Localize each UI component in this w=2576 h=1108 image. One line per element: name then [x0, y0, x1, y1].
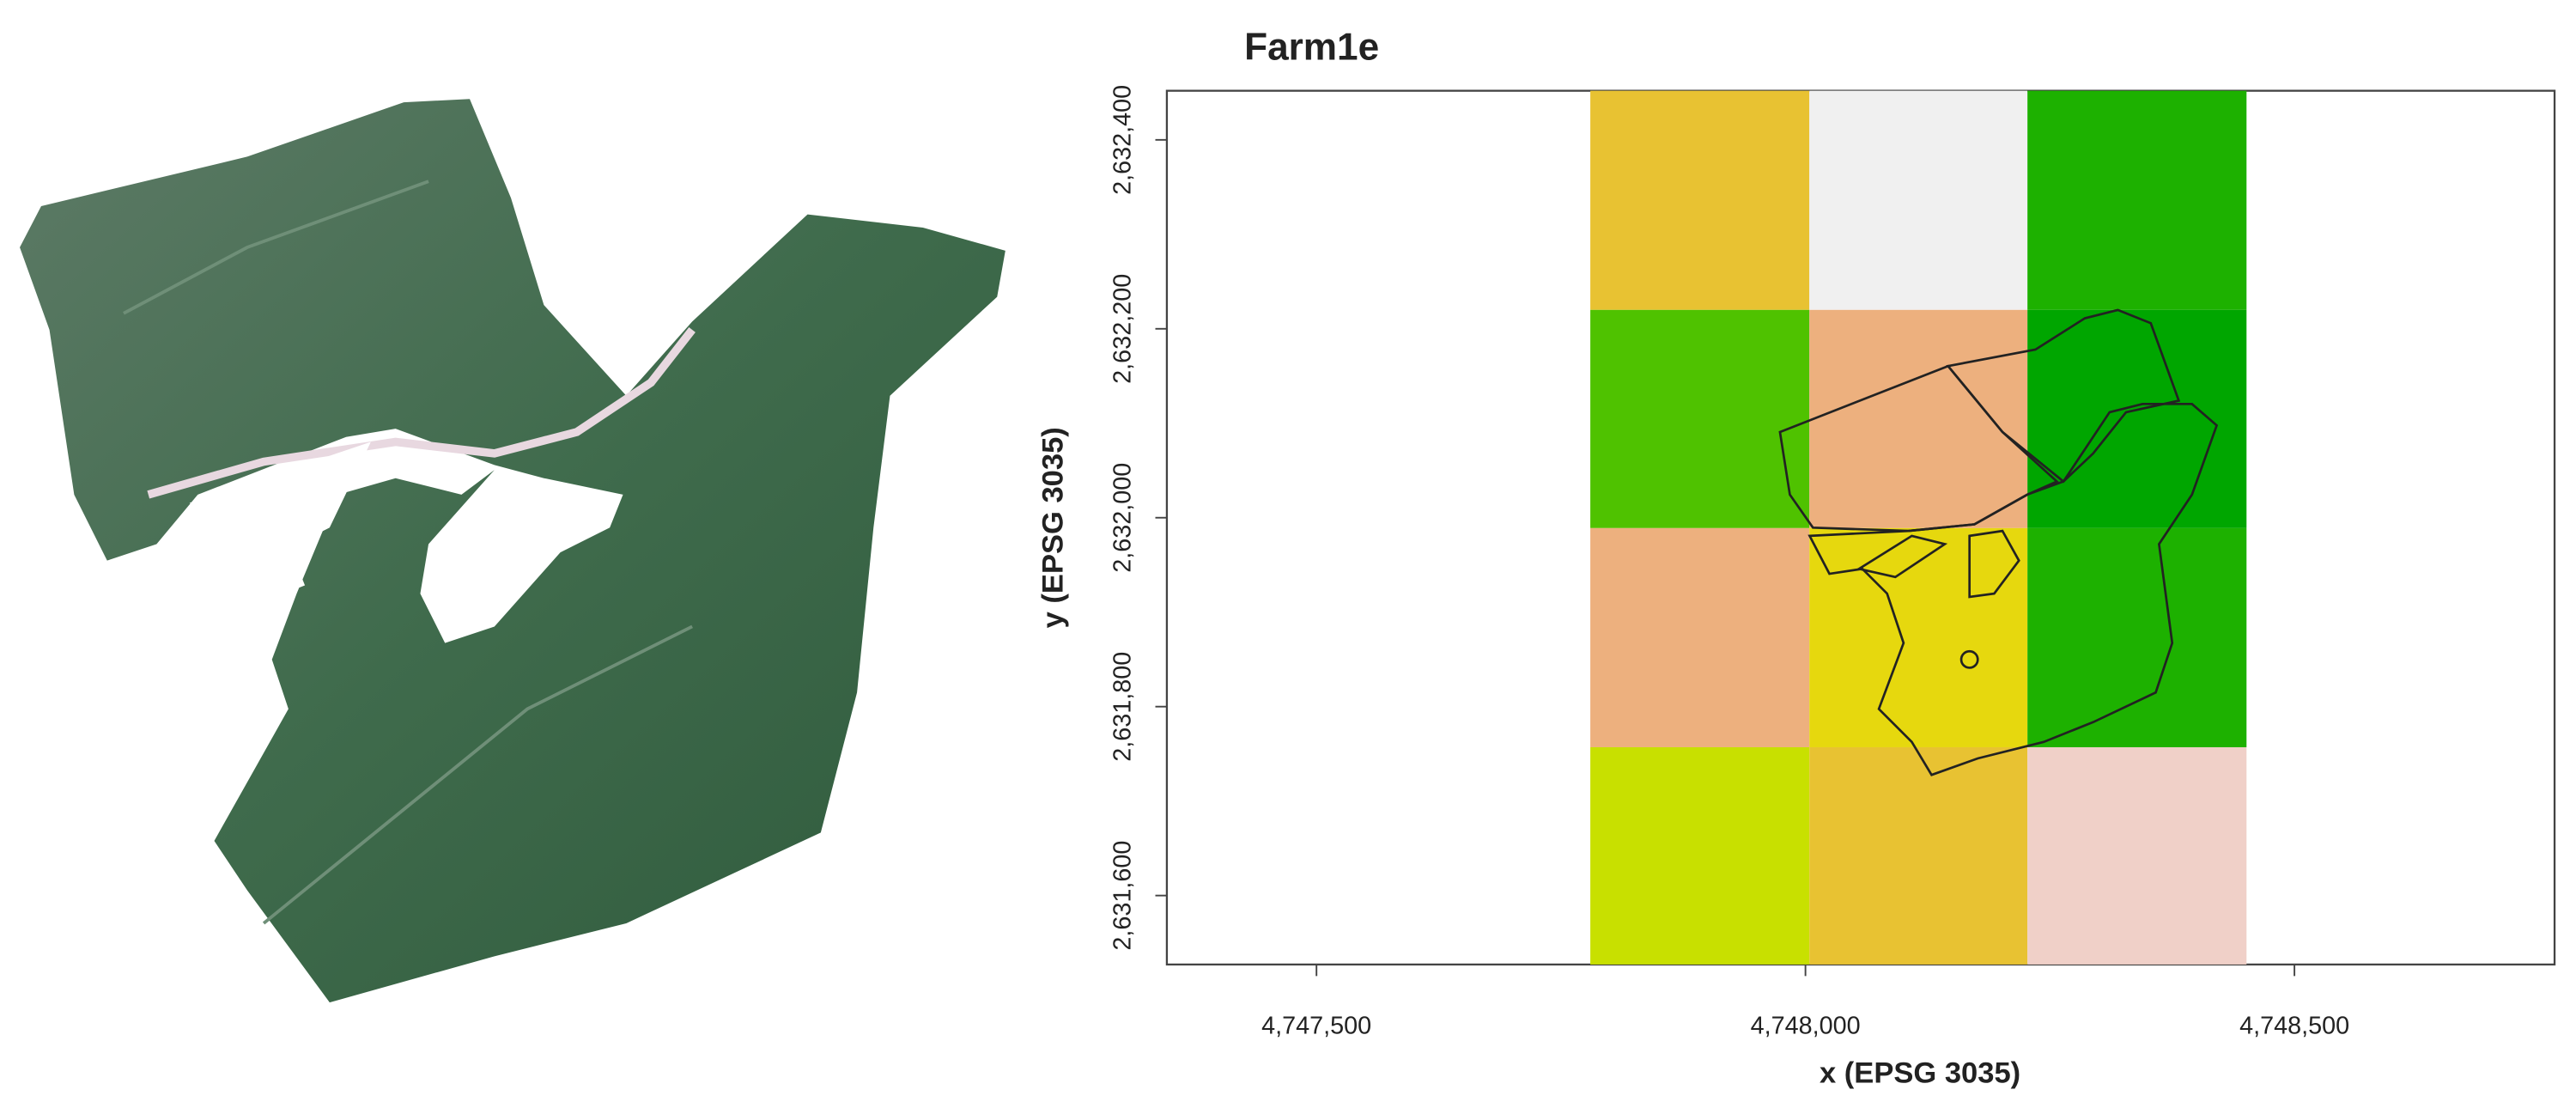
- x-axis-label: x (EPSG 3035): [1820, 1057, 2020, 1090]
- aerial-road: [147, 327, 696, 499]
- parcel-outline: [1968, 529, 2020, 599]
- aerial-image: [20, 99, 1005, 1003]
- raster-cell: [2027, 527, 2247, 747]
- y-tick-label: 2,631,600: [1109, 841, 1137, 951]
- aerial-field-line: [123, 180, 694, 925]
- parcel-outline: [1856, 534, 1948, 579]
- x-tick-label: 4,748,000: [1751, 1012, 1861, 1039]
- raster-cell: [1590, 527, 1810, 747]
- raster-cell: [1590, 90, 1810, 310]
- farm-aerial: [20, 99, 1005, 1003]
- parcel-outlines: [1778, 308, 2219, 776]
- parcel-outline: [1946, 308, 2181, 484]
- y-tick-label: 2,632,000: [1109, 463, 1137, 573]
- raster-cell: [2027, 309, 2247, 528]
- raster-cell: [1809, 90, 2028, 310]
- raster-cell: [1809, 309, 2028, 528]
- raster-cell: [2027, 746, 2247, 965]
- raster-cell: [2027, 90, 2247, 310]
- y-tick-label: 2,632,400: [1109, 85, 1137, 195]
- aerial-clearing: [189, 441, 371, 602]
- chart-title: Farm1e: [1244, 26, 1379, 68]
- raster-cell: [1809, 746, 2028, 965]
- raster-cell: [1809, 527, 2028, 747]
- y-tick-label: 2,632,200: [1109, 274, 1137, 384]
- raster-cell: [1590, 309, 1810, 528]
- x-tick-label: 4,748,500: [2239, 1012, 2349, 1039]
- parcel-outline: [1807, 402, 2219, 776]
- y-tick-label: 2,631,800: [1109, 652, 1137, 762]
- raster-cell: [1590, 746, 1810, 965]
- parcel-outline: [1959, 649, 1979, 669]
- y-axis-label: y (EPSG 3035): [1037, 427, 1070, 628]
- x-tick-label: 4,747,500: [1261, 1012, 1371, 1039]
